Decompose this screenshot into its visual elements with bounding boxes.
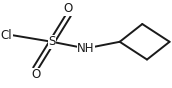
Text: S: S [48,35,56,48]
Text: Cl: Cl [0,29,12,42]
Text: O: O [64,2,73,15]
Text: NH: NH [77,42,95,55]
Text: O: O [31,68,40,81]
